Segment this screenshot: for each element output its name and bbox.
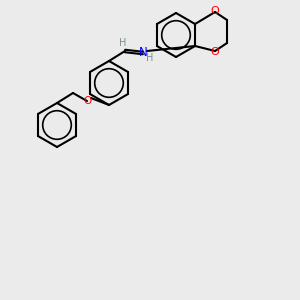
Text: H: H xyxy=(146,53,154,63)
Text: N: N xyxy=(139,46,147,59)
Text: H: H xyxy=(119,38,127,48)
Text: O: O xyxy=(211,6,219,16)
Text: O: O xyxy=(83,96,91,106)
Text: O: O xyxy=(211,47,219,57)
